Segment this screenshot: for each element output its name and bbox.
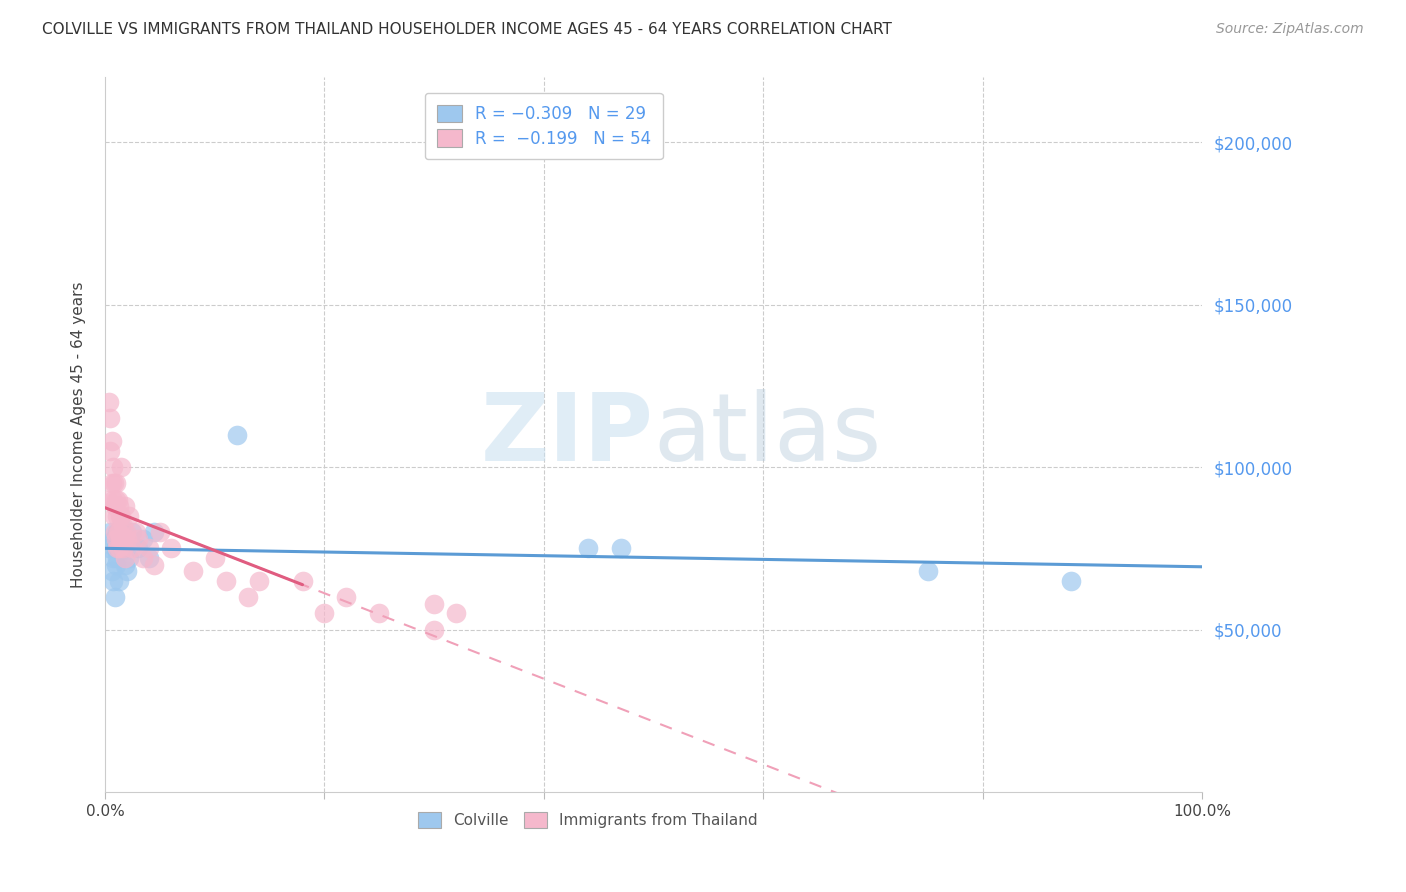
Point [444,607,467,621]
Point [160,541,183,556]
Legend: Colville, Immigrants from Thailand: Colville, Immigrants from Thailand [412,806,763,834]
Point [115,532,138,546]
Point [101,551,124,566]
Point [314,607,336,621]
Point [97,492,120,507]
Point [100,411,122,425]
Point [100,444,122,458]
Point [104,532,127,546]
Point [105,541,128,556]
Point [108,499,131,513]
Point [101,574,124,588]
Point [423,623,446,637]
Point [368,607,391,621]
Point [108,574,131,588]
Point [104,541,127,556]
Point [291,574,314,588]
Point [100,434,122,449]
Point [98,395,121,409]
Point [108,541,131,556]
Point [107,525,129,540]
Point [576,541,599,556]
Point [247,574,270,588]
Point [98,541,121,556]
Point [110,541,132,556]
Point [103,476,125,491]
Point [104,590,127,604]
Point [111,541,134,556]
Point [101,460,124,475]
Point [225,427,247,442]
Point [110,508,132,523]
Point [100,525,122,540]
Point [100,476,122,491]
Point [105,508,128,523]
Point [110,532,132,546]
Point [143,525,166,540]
Point [609,541,631,556]
Text: Source: ZipAtlas.com: Source: ZipAtlas.com [1216,22,1364,37]
Point [110,508,132,523]
Point [127,532,149,546]
Point [100,564,122,578]
Point [138,541,160,556]
Point [215,574,238,588]
Point [105,551,128,566]
Point [118,551,141,566]
Point [114,499,136,513]
Y-axis label: Householder Income Ages 45 - 64 years: Householder Income Ages 45 - 64 years [72,282,86,588]
Point [111,541,134,556]
Text: atlas: atlas [654,389,882,481]
Point [143,558,166,572]
Point [104,525,127,540]
Point [335,590,357,604]
Point [204,551,226,566]
Point [121,541,143,556]
Point [104,492,127,507]
Point [108,525,131,540]
Point [104,558,127,572]
Point [132,551,155,566]
Text: ZIP: ZIP [481,389,654,481]
Point [103,532,125,546]
Point [1059,574,1081,588]
Point [105,525,128,540]
Point [110,460,132,475]
Point [107,492,129,507]
Point [127,541,149,556]
Point [115,525,138,540]
Point [112,532,135,546]
Point [181,564,204,578]
Point [125,525,148,540]
Point [115,564,138,578]
Point [111,518,134,533]
Point [114,558,136,572]
Point [110,518,132,533]
Point [118,508,141,523]
Point [101,492,124,507]
Point [149,525,172,540]
Point [104,476,127,491]
Point [107,532,129,546]
Point [103,508,125,523]
Point [114,551,136,566]
Point [423,597,446,611]
Point [917,564,939,578]
Point [138,551,160,566]
Point [121,525,143,540]
Text: COLVILLE VS IMMIGRANTS FROM THAILAND HOUSEHOLDER INCOME AGES 45 - 64 YEARS CORRE: COLVILLE VS IMMIGRANTS FROM THAILAND HOU… [42,22,891,37]
Point [236,590,259,604]
Point [132,532,155,546]
Point [104,499,127,513]
